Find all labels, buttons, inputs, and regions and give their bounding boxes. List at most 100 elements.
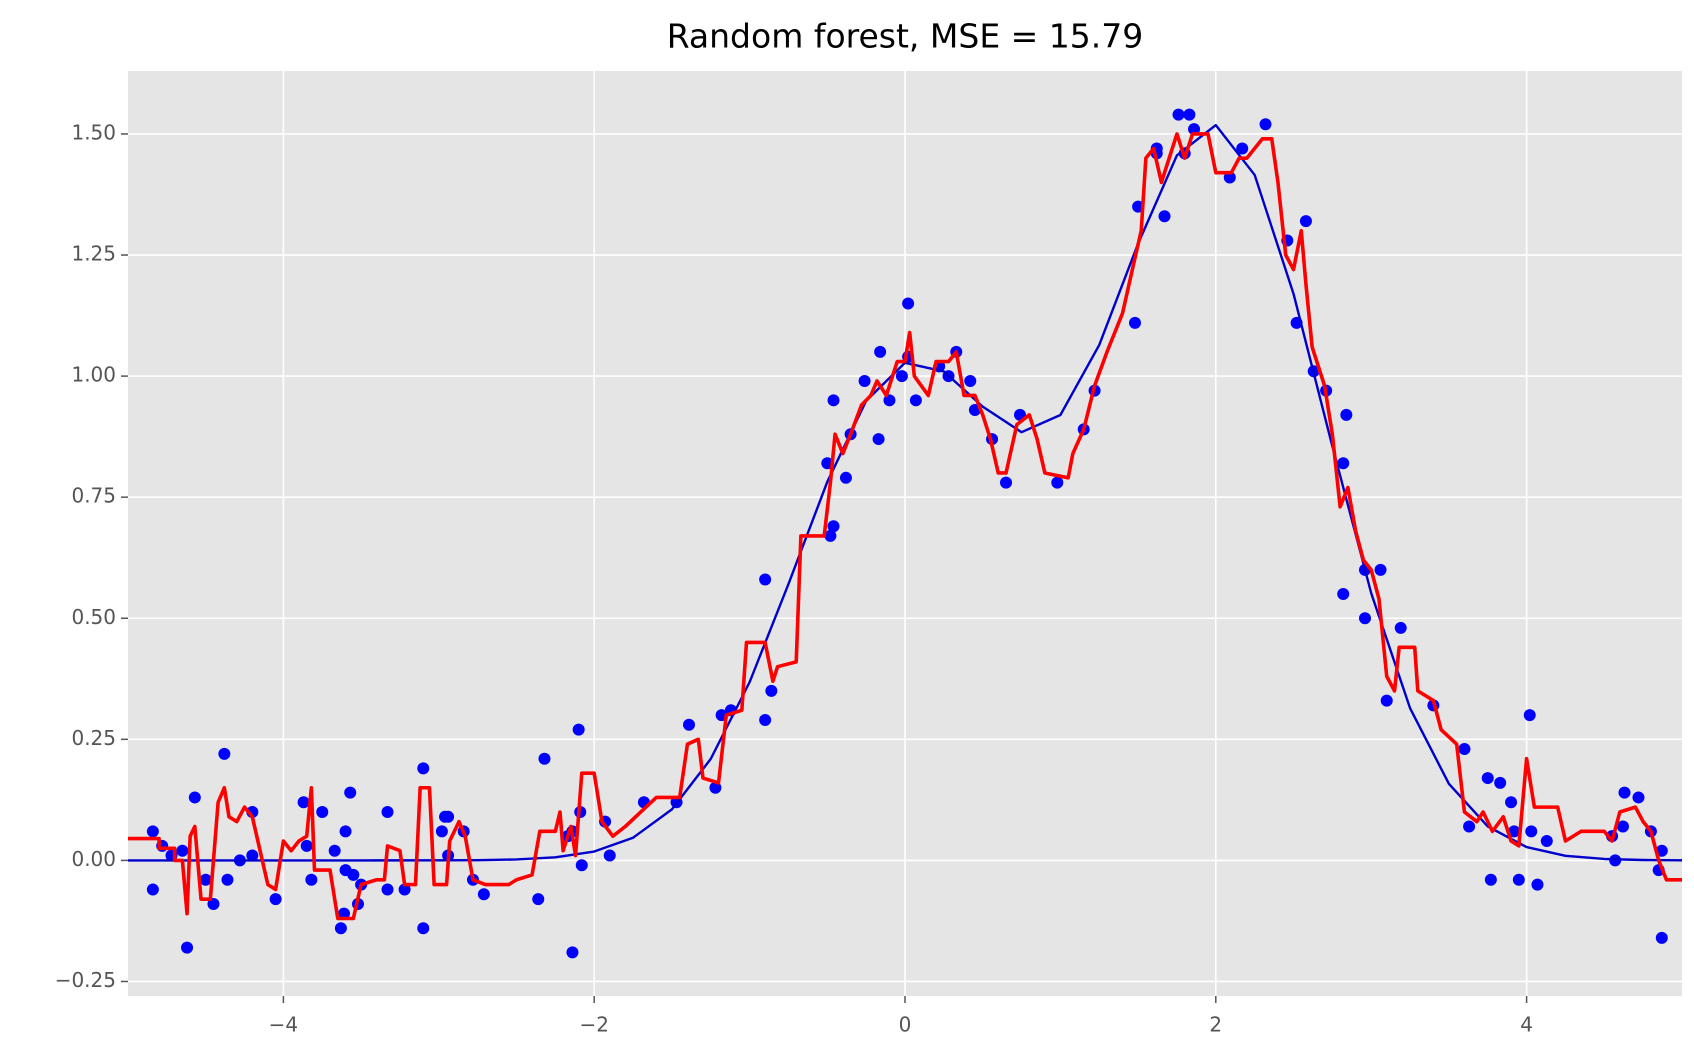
data-point	[1616, 820, 1629, 833]
data-point	[207, 897, 220, 910]
data-point	[872, 433, 885, 446]
data-point	[269, 893, 282, 906]
data-point	[709, 781, 722, 794]
data-point	[538, 752, 551, 765]
data-point	[1655, 931, 1668, 944]
y-tick-label: 0.50	[71, 605, 116, 629]
data-point	[1655, 844, 1668, 857]
data-point	[682, 718, 695, 731]
data-point	[575, 859, 588, 872]
y-tick-label: 0.75	[71, 484, 116, 508]
data-point	[902, 297, 915, 310]
y-tick-label: 1.25	[71, 242, 116, 266]
data-point	[566, 946, 579, 959]
data-point	[895, 370, 908, 383]
data-point	[1523, 709, 1536, 722]
data-point	[334, 922, 347, 935]
data-point	[442, 810, 455, 823]
data-point	[827, 520, 840, 533]
data-point	[246, 849, 259, 862]
data-point	[398, 883, 411, 896]
x-tick-label: 0	[899, 1013, 912, 1037]
data-point	[328, 844, 341, 857]
data-point	[1394, 621, 1407, 634]
data-point	[381, 883, 394, 896]
data-point	[339, 825, 352, 838]
data-point	[1463, 820, 1476, 833]
data-point	[305, 873, 318, 886]
data-point	[188, 791, 201, 804]
data-point	[839, 471, 852, 484]
data-point	[883, 394, 896, 407]
data-point	[759, 713, 772, 726]
y-tick-label: 1.00	[71, 363, 116, 387]
x-tick-label: 2	[1209, 1013, 1222, 1037]
data-point	[199, 873, 212, 886]
data-point	[1188, 123, 1201, 136]
data-point	[1525, 825, 1538, 838]
data-point	[1172, 108, 1185, 121]
data-point	[146, 883, 159, 896]
line	[128, 132, 1682, 921]
data-point	[858, 374, 871, 387]
data-point	[1158, 210, 1171, 223]
data-point	[1337, 457, 1350, 470]
x-tick-label: 4	[1520, 1013, 1533, 1037]
data-point	[1540, 835, 1553, 848]
data-point	[218, 747, 231, 760]
data-point	[1494, 776, 1507, 789]
data-point	[316, 805, 329, 818]
data-point	[1632, 791, 1645, 804]
data-point	[339, 864, 352, 877]
data-point	[1508, 825, 1521, 838]
y-tick-label: −0.25	[55, 968, 116, 992]
data-point	[1358, 612, 1371, 625]
data-point	[1380, 694, 1393, 707]
data-point	[1484, 873, 1497, 886]
data-point	[1458, 743, 1471, 756]
data-point	[300, 839, 313, 852]
x-tick-label: −2	[579, 1013, 608, 1037]
data-point	[381, 805, 394, 818]
data-point	[344, 786, 357, 799]
data-point	[221, 873, 234, 886]
data-point	[1236, 142, 1249, 155]
data-point	[824, 529, 837, 542]
data-point	[176, 844, 189, 857]
data-point	[1000, 476, 1013, 489]
y-tick-label: 1.50	[71, 120, 116, 144]
data-point	[1618, 786, 1631, 799]
line	[128, 123, 1683, 862]
data-point	[765, 684, 778, 697]
x-tick-label: −4	[269, 1013, 298, 1037]
data-point	[417, 922, 430, 935]
data-point	[1512, 873, 1525, 886]
data-point	[572, 723, 585, 736]
data-point	[1531, 878, 1544, 891]
data-point	[603, 849, 616, 862]
data-point	[827, 394, 840, 407]
data-point	[964, 374, 977, 387]
data-point	[146, 825, 159, 838]
data-point	[181, 941, 194, 954]
data-point	[1481, 772, 1494, 785]
data-point	[1259, 118, 1272, 131]
data-point	[874, 345, 887, 358]
data-point	[1340, 408, 1353, 421]
data-point	[1183, 108, 1196, 121]
data-point	[532, 893, 545, 906]
data-point	[1223, 171, 1236, 184]
data-point	[1051, 476, 1064, 489]
data-point	[417, 762, 430, 775]
data-point	[1299, 215, 1312, 228]
data-point	[297, 796, 310, 809]
data-point	[1128, 316, 1141, 329]
data-point	[1337, 588, 1350, 601]
data-point	[435, 825, 448, 838]
y-tick-label: 0.00	[71, 847, 116, 871]
data-point	[477, 888, 490, 901]
data-point	[909, 394, 922, 407]
data-point	[338, 907, 351, 920]
chart-title: Random forest, MSE = 15.79	[667, 17, 1144, 56]
